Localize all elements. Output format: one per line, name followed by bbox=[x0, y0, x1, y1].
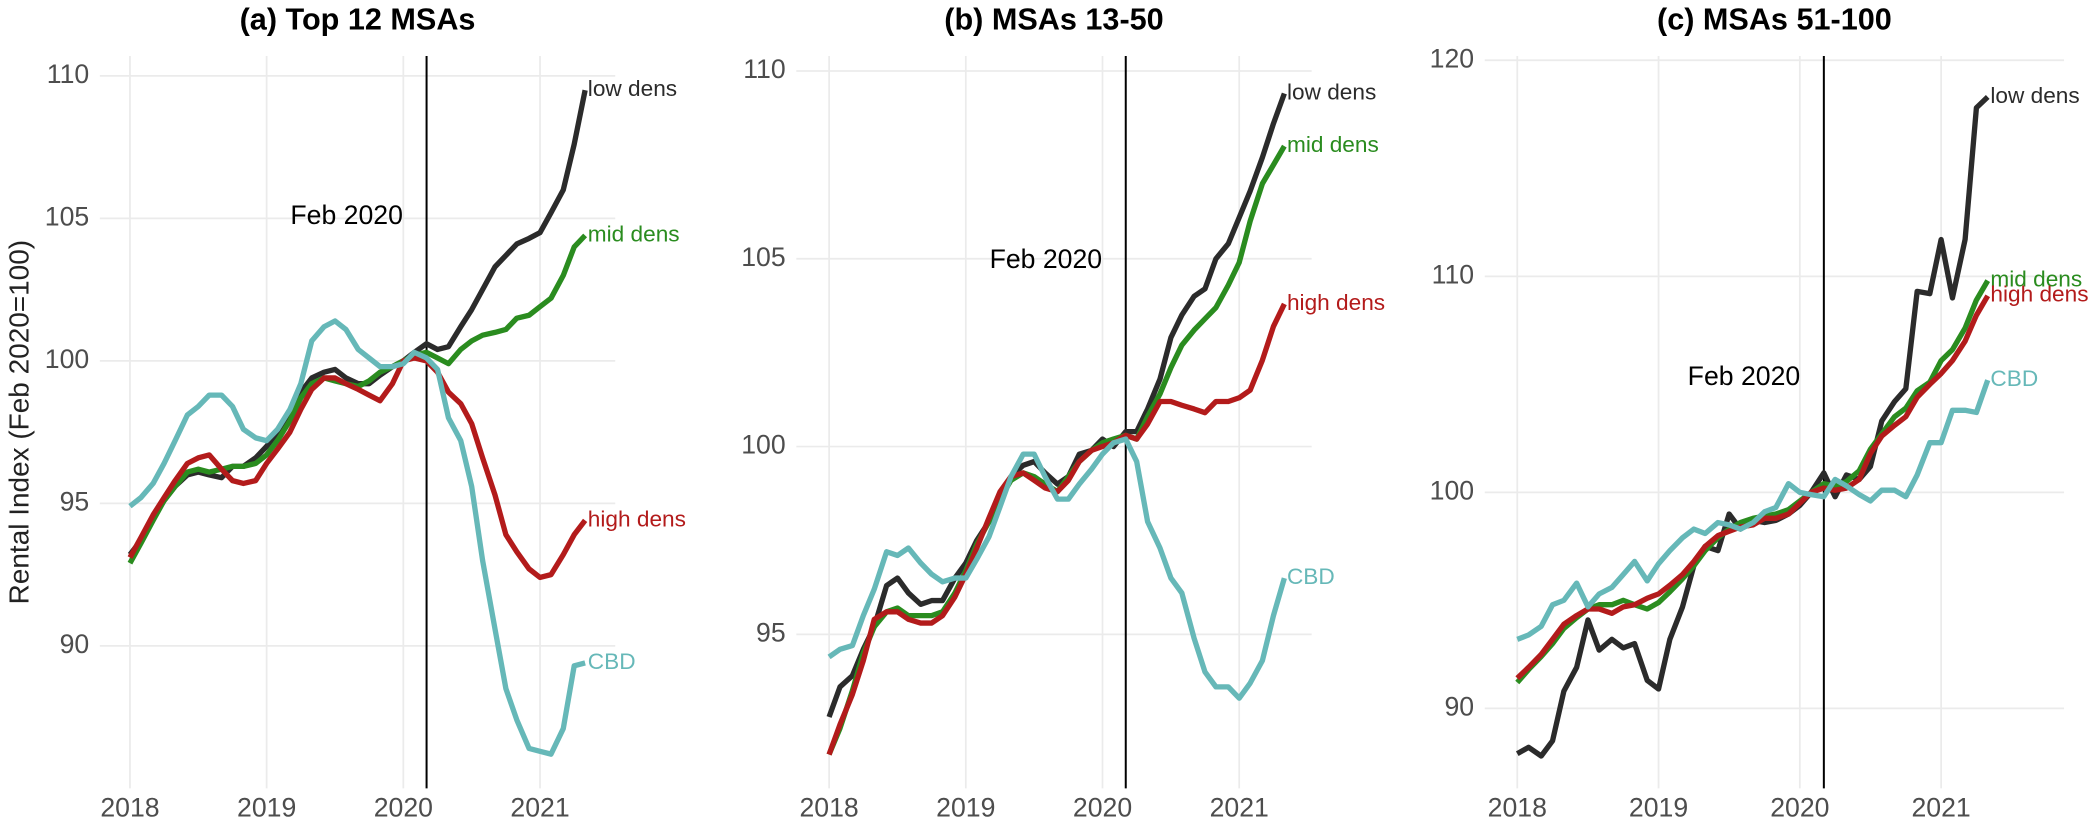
series-label: mid dens bbox=[1287, 132, 1379, 157]
series-line bbox=[128, 318, 586, 757]
series-line bbox=[1515, 279, 1991, 685]
series-label: CBD bbox=[588, 649, 636, 674]
series-label: low dens bbox=[588, 76, 677, 101]
chart-title: (b) MSAs 13-50 bbox=[944, 2, 1163, 36]
y-tick-label: 105 bbox=[741, 242, 785, 272]
x-tick-label: 2020 bbox=[1770, 793, 1829, 823]
y-tick-label: 90 bbox=[1444, 691, 1474, 721]
series-label: low dens bbox=[1990, 83, 2079, 108]
series-line bbox=[826, 302, 1287, 756]
y-tick-label: 90 bbox=[60, 629, 90, 659]
x-tick-label: 2020 bbox=[1073, 793, 1132, 823]
series-line bbox=[127, 89, 588, 557]
y-tick-label: 95 bbox=[756, 617, 786, 647]
y-tick-label: 95 bbox=[60, 486, 90, 516]
x-tick-label: 2020 bbox=[374, 793, 433, 823]
x-tick-label: 2019 bbox=[237, 793, 296, 823]
chart-title: (c) MSAs 51-100 bbox=[1657, 2, 1892, 36]
series-label: high dens bbox=[1990, 282, 2088, 307]
y-tick-label: 100 bbox=[45, 344, 89, 374]
y-tick-label: 100 bbox=[1430, 475, 1474, 505]
series-line bbox=[1516, 379, 1991, 642]
series-line bbox=[827, 436, 1287, 701]
x-tick-label: 2019 bbox=[936, 793, 995, 823]
x-tick-label: 2019 bbox=[1629, 793, 1688, 823]
x-tick-label: 2018 bbox=[800, 793, 859, 823]
annotation: Feb 2020 bbox=[1688, 361, 1801, 391]
series-label: high dens bbox=[1287, 290, 1385, 315]
y-tick-label: 110 bbox=[47, 59, 89, 89]
series-label: mid dens bbox=[1990, 267, 2082, 292]
series-label: low dens bbox=[1287, 79, 1376, 104]
y-tick-label: 110 bbox=[743, 54, 785, 84]
series-label: CBD bbox=[1287, 564, 1335, 589]
series-label: mid dens bbox=[588, 221, 680, 246]
x-tick-label: 2021 bbox=[510, 793, 569, 823]
chart-title: (a) Top 12 MSAs bbox=[240, 2, 476, 36]
x-tick-label: 2021 bbox=[1210, 793, 1269, 823]
y-tick-label: 110 bbox=[1432, 259, 1474, 289]
x-tick-label: 2021 bbox=[1911, 793, 1970, 823]
series-line bbox=[826, 92, 1287, 718]
y-tick-label: 100 bbox=[741, 430, 785, 460]
annotation: Feb 2020 bbox=[990, 244, 1103, 274]
y-axis-label: Rental Index (Feb 2020=100) bbox=[4, 240, 35, 604]
x-tick-label: 2018 bbox=[1488, 793, 1547, 823]
x-tick-label: 2018 bbox=[100, 793, 159, 823]
y-tick-label: 105 bbox=[45, 201, 89, 231]
series-label: CBD bbox=[1990, 366, 2038, 391]
series-line bbox=[127, 233, 588, 565]
series-line bbox=[1515, 95, 1990, 759]
series-line bbox=[826, 144, 1287, 756]
series-line bbox=[127, 355, 588, 581]
y-tick-label: 120 bbox=[1430, 43, 1474, 73]
series-label: high dens bbox=[588, 506, 686, 531]
annotation: Feb 2020 bbox=[290, 200, 403, 230]
